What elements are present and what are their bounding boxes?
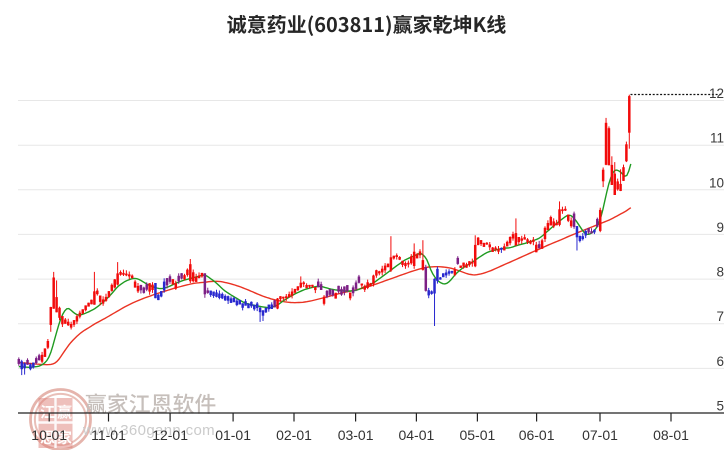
svg-text:10-01: 10-01 [31,427,67,443]
svg-text:05-01: 05-01 [459,427,495,443]
svg-text:www.360gann.com: www.360gann.com [82,422,215,439]
svg-text:9: 9 [716,220,724,235]
svg-text:10: 10 [709,175,724,190]
svg-text:12: 12 [709,86,724,101]
svg-text:11: 11 [710,131,724,146]
svg-text:01-01: 01-01 [215,427,251,443]
svg-text:8: 8 [716,265,724,280]
svg-text:5: 5 [716,399,724,414]
svg-text:03-01: 03-01 [338,427,374,443]
svg-text:08-01: 08-01 [653,427,689,443]
svg-text:11-01: 11-01 [91,427,126,443]
svg-text:02-01: 02-01 [276,427,312,443]
svg-text:06-01: 06-01 [519,427,555,443]
svg-text:04-01: 04-01 [398,427,434,443]
svg-text:12-01: 12-01 [152,427,188,443]
svg-text:6: 6 [716,354,724,369]
svg-text:7: 7 [716,309,724,324]
svg-text:07-01: 07-01 [582,427,618,443]
